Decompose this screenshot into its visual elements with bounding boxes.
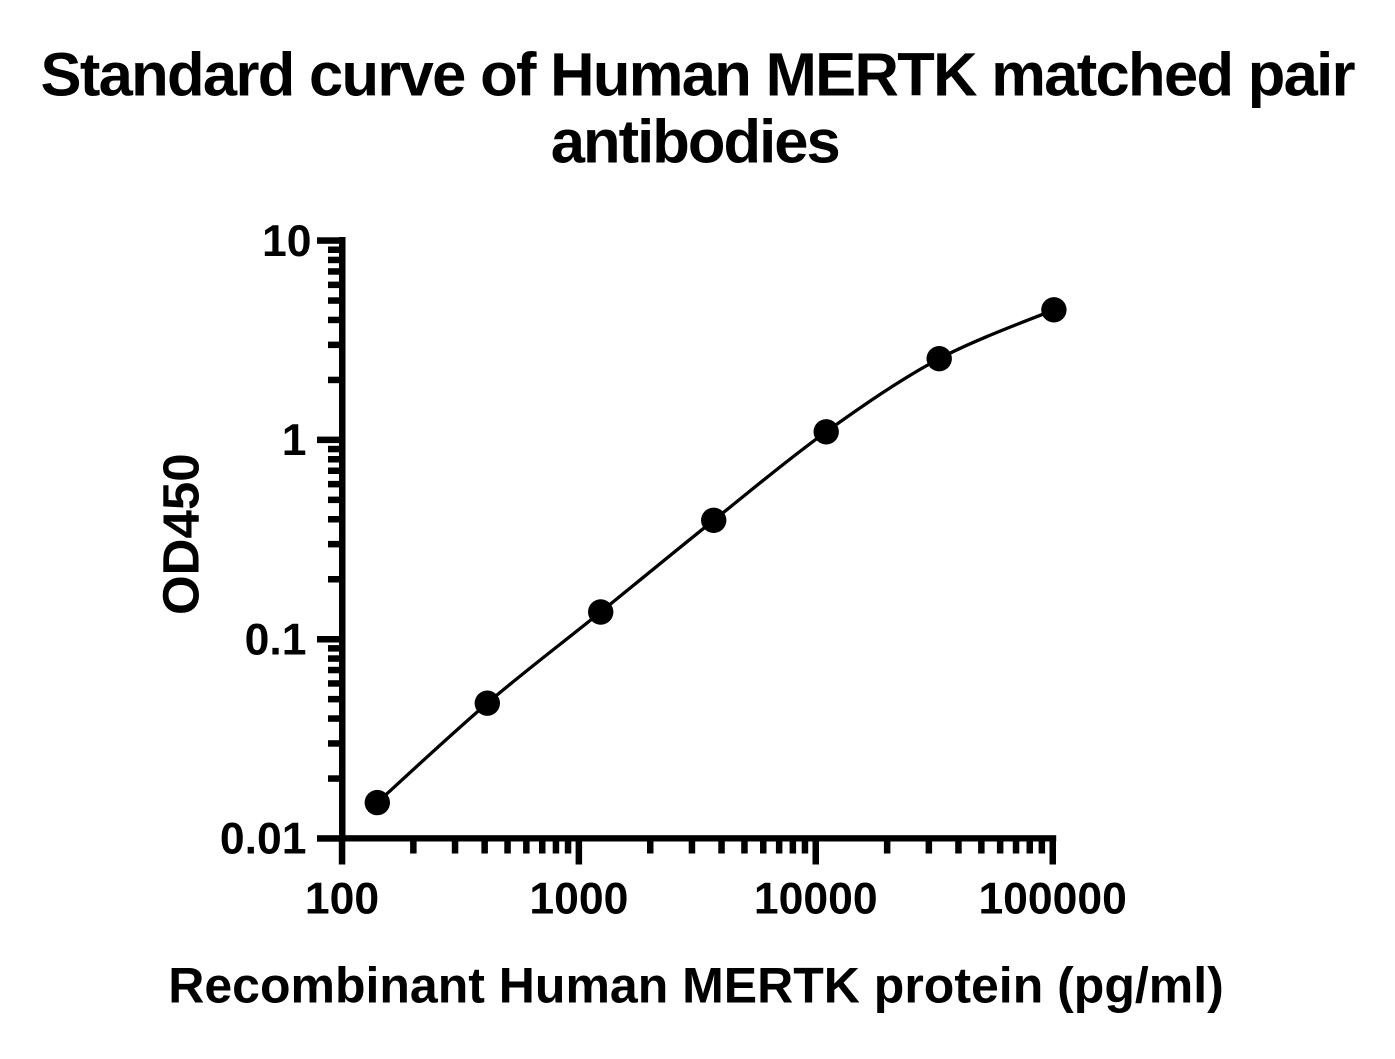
svg-text:10: 10 [262, 217, 312, 266]
svg-text:100000: 100000 [978, 875, 1127, 924]
svg-text:antibodies: antibodies [551, 108, 841, 177]
svg-text:Standard curve of Human MERTK: Standard curve of Human MERTK matched pa… [41, 41, 1356, 110]
svg-text:0.01: 0.01 [220, 815, 307, 864]
svg-text:1: 1 [282, 416, 307, 465]
svg-text:10000: 10000 [754, 875, 878, 924]
svg-text:Recombinant Human MERTK protei: Recombinant Human MERTK protein (pg/ml) [168, 957, 1224, 1013]
svg-text:OD450: OD450 [153, 453, 210, 615]
svg-text:1000: 1000 [529, 875, 628, 924]
svg-text:100: 100 [305, 875, 379, 924]
svg-text:0.1: 0.1 [245, 615, 307, 664]
